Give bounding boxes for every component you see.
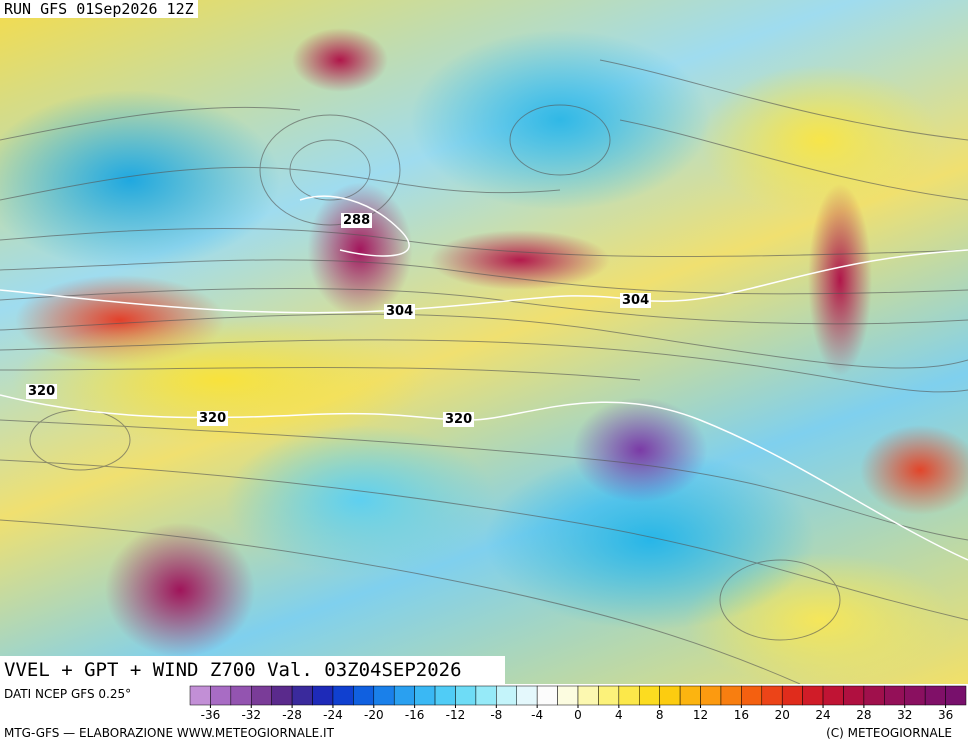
colorbar-swatch: [598, 685, 620, 706]
colorbar-swatch: [312, 685, 334, 706]
contour-label: 320: [197, 411, 229, 426]
colorbar-tick-label: 12: [693, 708, 708, 722]
colorbar-tick-label: -20: [364, 708, 384, 722]
colorbar-tick-label: -8: [490, 708, 502, 722]
colorbar-swatch: [434, 685, 456, 706]
colorbar-swatch: [659, 685, 681, 706]
contour-label: 320: [443, 412, 475, 427]
colorbar-swatch: [536, 685, 558, 706]
colorbar-swatch: [720, 685, 742, 706]
colorbar-swatch: [802, 685, 824, 706]
colorbar-swatch: [618, 685, 640, 706]
height-contours: [0, 0, 968, 684]
colorbar-tick-label: 20: [775, 708, 790, 722]
colorbar-tick-label: 24: [815, 708, 830, 722]
colorbar-tick-label: -36: [201, 708, 221, 722]
colorbar-swatch: [455, 685, 477, 706]
run-label: RUN GFS 01Sep2026 12Z: [0, 0, 198, 18]
colorbar-tick-label: 0: [574, 708, 582, 722]
colorbar-tick-label: -24: [323, 708, 343, 722]
colorbar-swatch: [843, 685, 865, 706]
colorbar-swatch: [639, 685, 660, 706]
colorbar-swatch: [884, 685, 905, 706]
contour-label: 288: [341, 213, 373, 228]
colorbar-swatch: [496, 685, 517, 706]
contour-label: 304: [620, 293, 652, 308]
colorbar-tick-label: -28: [282, 708, 302, 722]
colorbar-swatch: [700, 685, 722, 706]
data-source: DATI NCEP GFS 0.25°: [4, 687, 132, 701]
colorbar-swatch: [761, 685, 783, 706]
colorbar-swatch: [822, 685, 844, 706]
colorbar-tick-label: 8: [656, 708, 664, 722]
colorbar-tick-label: -16: [405, 708, 425, 722]
colorbar-swatch: [924, 685, 946, 706]
colorbar-swatch: [291, 685, 313, 706]
contour-label: 320: [26, 384, 58, 399]
colorbar-swatch: [577, 685, 599, 706]
colorbar-swatch: [863, 685, 885, 706]
colorbar-tick-label: 28: [856, 708, 871, 722]
colorbar-swatch: [210, 685, 232, 706]
colorbar-swatch: [475, 685, 497, 706]
colorbar-swatch: [945, 685, 967, 706]
colorbar-swatch: [271, 685, 293, 706]
colorbar-swatch: [353, 685, 375, 706]
contour-label: 304: [384, 304, 416, 319]
colorbar-tick-label: 32: [897, 708, 912, 722]
colorbar-swatch: [904, 685, 926, 706]
colorbar-swatch: [393, 685, 415, 706]
colorbar-tick-label: -12: [446, 708, 466, 722]
colorbar-tick-label: 36: [938, 708, 953, 722]
colorbar-swatch: [516, 685, 538, 706]
colorbar-tick-label: 16: [734, 708, 749, 722]
map-title: VVEL + GPT + WIND Z700 Val. 03Z04SEP2026: [0, 656, 505, 684]
colorbar-swatch: [741, 685, 763, 706]
colorbar-tick-label: -4: [531, 708, 543, 722]
footer-credit: MTG-GFS — ELABORAZIONE WWW.METEOGIORNALE…: [4, 726, 334, 740]
copyright: (C) METEOGIORNALE: [826, 726, 952, 740]
colorbar-swatch: [332, 685, 354, 706]
colorbar-tick-label: 4: [615, 708, 623, 722]
colorbar-tick-label: -32: [241, 708, 261, 722]
colorbar-swatch: [557, 685, 579, 706]
map: [0, 0, 968, 684]
colorbar-swatch: [679, 685, 701, 706]
colorbar-swatch: [781, 685, 803, 706]
colorbar-swatch: [230, 685, 252, 706]
colorbar: -36 -32 -28 -24 -20 -16 -12 -8 -4 0 4 8 12 16 20 24 28 32…: [189, 685, 967, 722]
colorbar-swatch: [373, 685, 395, 706]
colorbar-swatch: [414, 685, 436, 706]
colorbar-swatch: [189, 685, 211, 706]
colorbar-swatch: [251, 685, 272, 706]
